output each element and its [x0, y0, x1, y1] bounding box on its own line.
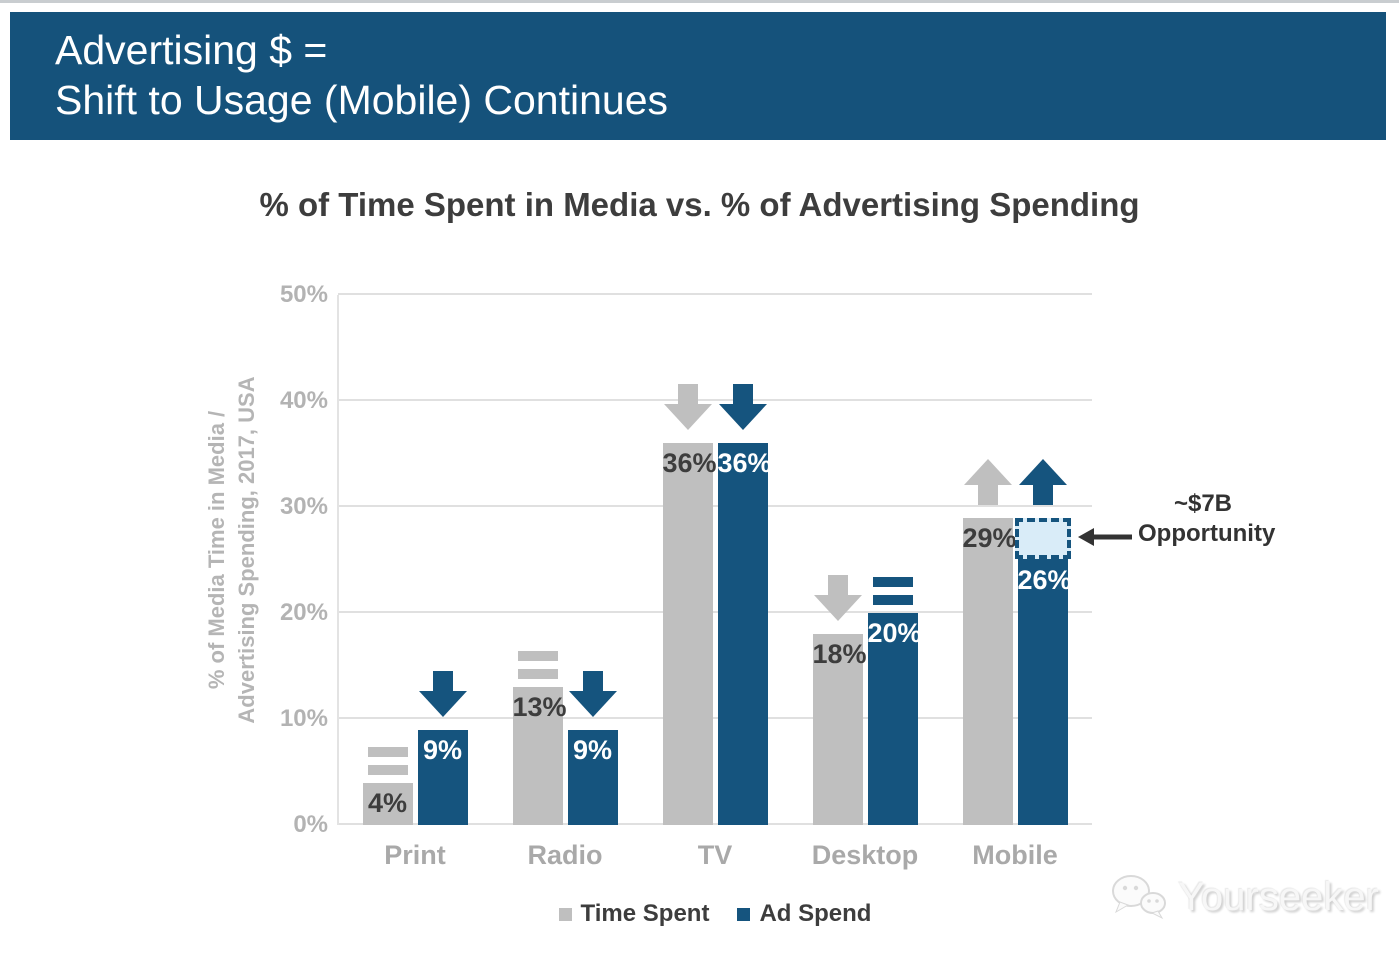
bar-value-label: 29%	[962, 522, 1017, 553]
trend-marker-time-spent-desktop	[813, 575, 862, 626]
trend-marker-time-spent-mobile	[963, 458, 1012, 510]
legend-item-ad-spend: Ad Spend	[737, 900, 871, 928]
annotation-line1: ~$7B	[1173, 490, 1233, 517]
bar-value-label: 9%	[422, 734, 463, 765]
y-tick-label: 20%	[279, 599, 328, 626]
bar-ad-spend-tv: 36%	[717, 443, 772, 825]
chart-title: % of Time Spent in Media vs. % of Advert…	[259, 186, 1140, 223]
gridline	[338, 399, 1092, 401]
watermark: Yourseeker	[1108, 872, 1379, 922]
watermark-text: Yourseeker	[1178, 874, 1379, 919]
bar-ad-spend-desktop: 20%	[867, 613, 922, 825]
trend-down-arrow-icon	[813, 575, 862, 622]
header-banner: Advertising $ = Shift to Usage (Mobile) …	[10, 12, 1386, 140]
y-tick-label: 10%	[279, 705, 328, 732]
bar-time-spent-tv: 36%	[662, 443, 717, 825]
yourseeker-logo-icon	[1112, 875, 1166, 920]
category-label-radio: Radio	[527, 840, 603, 870]
trend-marker-ad-spend-mobile	[1018, 458, 1067, 510]
y-axis-line	[337, 295, 339, 825]
trend-marker-ad-spend-tv	[718, 384, 767, 435]
bar-time-spent-mobile: 29%	[962, 517, 1017, 825]
gridline	[338, 505, 1092, 507]
trend-marker-time-spent-print	[367, 746, 408, 775]
legend: Time Spent Ad Spend	[338, 900, 1092, 928]
trend-marker-ad-spend-print	[418, 670, 467, 722]
bar-ad-spend-print: 9%	[417, 729, 468, 825]
opportunity-annotation: ~$7B Opportunity	[1138, 489, 1276, 549]
banner-title-line1: Advertising $ =	[55, 27, 328, 73]
bar-value-label: 9%	[572, 734, 613, 765]
time-spent-swatch	[558, 907, 572, 921]
trend-equal-icon	[517, 651, 558, 680]
y-tick-label: 0%	[293, 811, 328, 838]
trend-marker-ad-spend-radio	[568, 670, 617, 722]
annotation-pointer-left-arrow-icon	[1078, 528, 1132, 546]
gridline	[338, 611, 1092, 613]
top-edge-line	[0, 0, 1399, 3]
trend-up-arrow-icon	[1018, 458, 1067, 505]
legend-label-ad-spend: Ad Spend	[759, 900, 872, 927]
annotation-line2: Opportunity	[1138, 520, 1276, 547]
y-tick-label: 30%	[279, 493, 328, 520]
trend-equal-icon	[367, 746, 408, 775]
y-tick-label: 50%	[279, 281, 328, 308]
gridline	[338, 823, 1092, 825]
trend-marker-ad-spend-desktop	[872, 577, 913, 605]
trend-up-arrow-icon	[963, 458, 1012, 505]
ad-spend-swatch	[737, 907, 751, 921]
bar-ad-spend-radio: 9%	[567, 729, 618, 825]
bar-value-label: 18%	[812, 639, 867, 670]
y-tick-label: 40%	[279, 387, 328, 414]
bar-value-label: 20%	[867, 618, 922, 648]
category-label-desktop: Desktop	[811, 840, 919, 870]
bar-time-spent-print: 4%	[362, 782, 413, 825]
gridline	[338, 717, 1092, 719]
bar-ad-spend-mobile: 26%	[1017, 549, 1072, 825]
banner-title-line2: Shift to Usage (Mobile) Continues	[55, 77, 669, 123]
trend-down-arrow-icon	[418, 670, 467, 717]
bar-value-label: 13%	[512, 692, 567, 723]
category-label-tv: TV	[697, 840, 733, 870]
bar-value-label: 36%	[717, 448, 772, 479]
bar-value-label: 4%	[367, 787, 408, 818]
trend-down-arrow-icon	[663, 384, 712, 431]
gridline	[338, 293, 1092, 295]
category-label-print: Print	[384, 840, 446, 870]
plot-area: 0% 10% 20% 30% 40% 50% 4% 9% 13% 9% 36% 36% 18% 20% 29…	[280, 281, 1092, 838]
trend-marker-time-spent-radio	[517, 651, 558, 680]
bar-time-spent-radio: 13%	[512, 687, 567, 825]
legend-item-time-spent: Time Spent	[558, 900, 710, 928]
trend-marker-time-spent-tv	[663, 384, 712, 435]
trend-equal-icon	[872, 577, 913, 605]
y-axis-title-line1: % of Media Time in Media /	[204, 410, 229, 690]
x-axis-labels: Print Radio TV Desktop Mobile	[338, 840, 1092, 880]
category-label-mobile: Mobile	[972, 840, 1058, 870]
trend-down-arrow-icon	[568, 670, 617, 717]
bar-value-label: 36%	[662, 448, 717, 479]
trend-down-arrow-icon	[718, 384, 767, 431]
opportunity-gap-box	[1014, 517, 1071, 560]
legend-label-time-spent: Time Spent	[580, 900, 710, 927]
bar-value-label: 26%	[1017, 565, 1072, 596]
bar-time-spent-desktop: 18%	[812, 634, 867, 825]
